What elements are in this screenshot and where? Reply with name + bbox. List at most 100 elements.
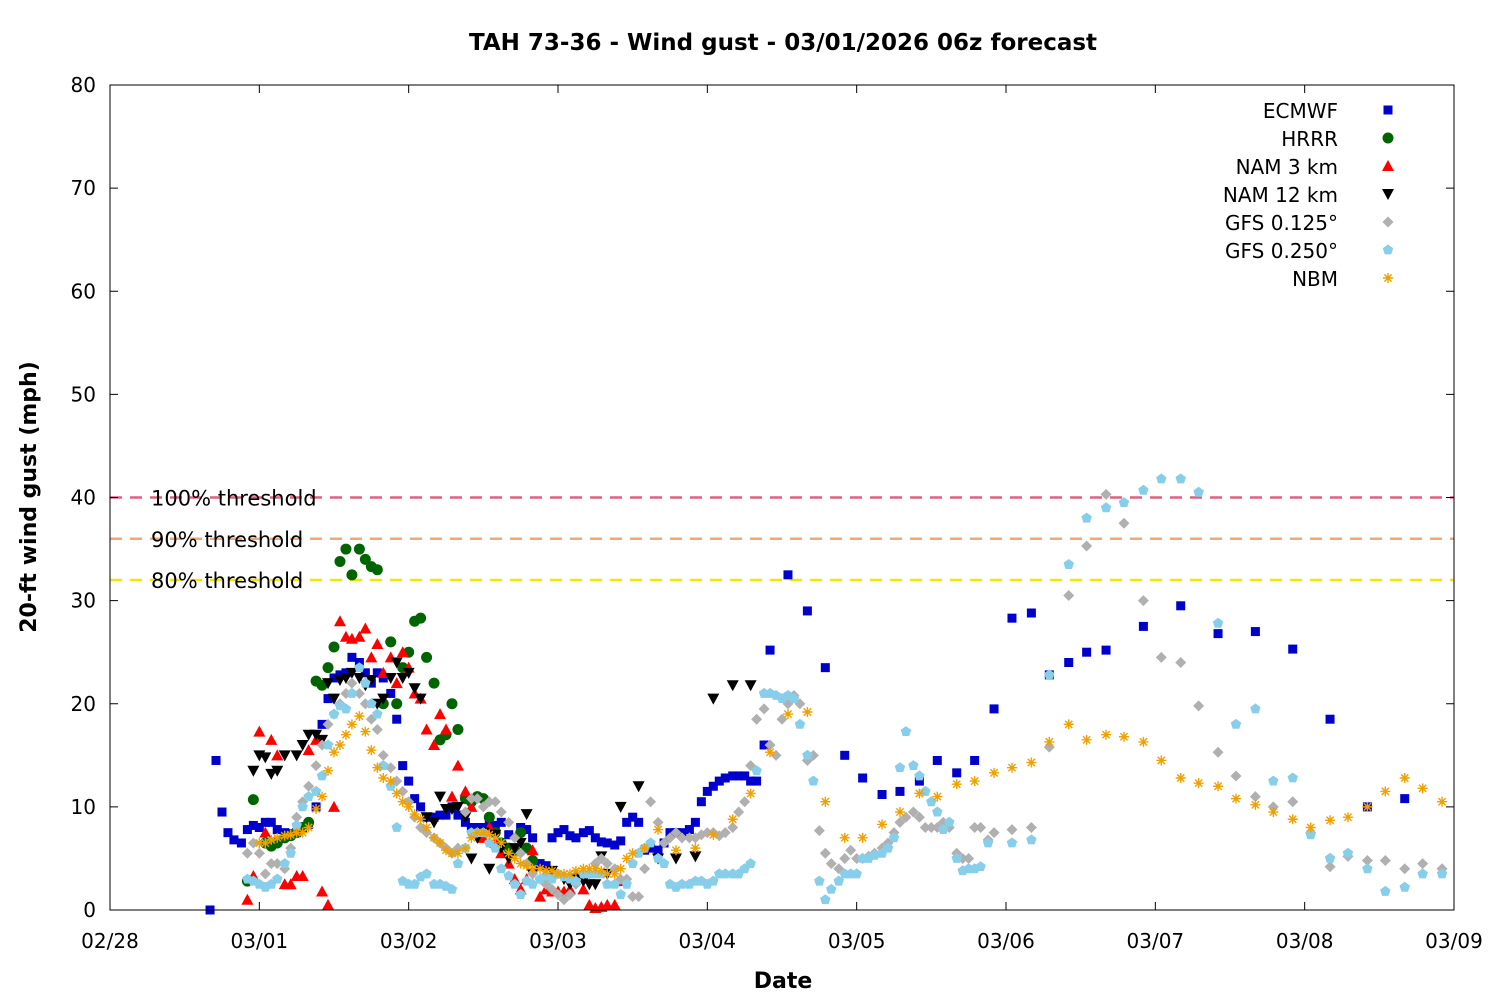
data-point bbox=[322, 739, 334, 750]
data-point bbox=[329, 673, 339, 683]
data-point bbox=[639, 843, 650, 854]
data-point bbox=[354, 662, 365, 673]
data-point bbox=[372, 762, 383, 773]
data-point bbox=[645, 796, 657, 808]
data-point bbox=[708, 829, 719, 840]
data-point bbox=[535, 859, 545, 869]
data-point bbox=[1025, 822, 1037, 833]
data-point bbox=[440, 723, 452, 735]
data-point bbox=[745, 858, 756, 868]
data-point bbox=[684, 825, 694, 835]
data-point bbox=[564, 868, 575, 879]
data-point bbox=[553, 868, 563, 879]
data-point bbox=[345, 667, 358, 679]
x-axis-label: Date bbox=[754, 969, 813, 994]
data-point bbox=[908, 760, 919, 771]
data-point bbox=[951, 779, 962, 790]
data-point bbox=[459, 812, 472, 824]
data-point bbox=[410, 794, 420, 804]
data-point bbox=[1230, 718, 1242, 729]
data-point bbox=[316, 885, 329, 897]
data-point bbox=[478, 827, 489, 838]
data-point bbox=[340, 543, 352, 555]
data-point bbox=[759, 740, 769, 750]
data-point bbox=[414, 693, 427, 705]
data-point bbox=[578, 863, 589, 874]
data-point bbox=[1268, 807, 1279, 818]
data-point bbox=[895, 786, 905, 796]
data-point bbox=[690, 843, 701, 854]
data-point bbox=[584, 863, 595, 874]
data-point bbox=[570, 875, 582, 886]
data-point bbox=[1400, 794, 1410, 804]
data-point bbox=[658, 858, 670, 868]
data-point bbox=[1213, 629, 1223, 639]
data-point bbox=[708, 781, 718, 791]
data-point bbox=[391, 698, 403, 710]
data-point bbox=[303, 791, 314, 801]
data-point bbox=[802, 749, 813, 760]
data-point bbox=[504, 830, 514, 840]
data-point bbox=[266, 817, 276, 827]
data-point bbox=[988, 827, 1000, 839]
data-point bbox=[328, 800, 340, 812]
data-point bbox=[857, 832, 868, 843]
data-point bbox=[1026, 834, 1037, 845]
data-point bbox=[932, 755, 942, 765]
data-point bbox=[851, 868, 862, 879]
data-point bbox=[627, 891, 639, 903]
data-point bbox=[1064, 658, 1074, 667]
data-point bbox=[266, 834, 277, 845]
data-point bbox=[385, 776, 396, 787]
data-point bbox=[1007, 613, 1017, 623]
data-point bbox=[596, 865, 607, 876]
data-point bbox=[975, 822, 987, 833]
data-point bbox=[265, 768, 278, 780]
data-point bbox=[558, 894, 570, 906]
legend-marker bbox=[1382, 216, 1394, 228]
data-point bbox=[253, 847, 265, 859]
data-point bbox=[989, 767, 1000, 778]
data-point bbox=[445, 790, 458, 802]
data-point bbox=[520, 809, 533, 821]
data-point bbox=[528, 833, 538, 843]
data-point bbox=[466, 832, 477, 843]
data-point bbox=[303, 822, 314, 833]
data-point bbox=[820, 796, 831, 807]
data-point bbox=[515, 889, 526, 899]
data-point bbox=[894, 762, 906, 773]
data-point bbox=[1175, 473, 1186, 484]
data-point bbox=[403, 801, 414, 812]
legend-label: NBM bbox=[1292, 267, 1338, 291]
data-point bbox=[378, 673, 388, 683]
data-point bbox=[340, 729, 351, 740]
data-point bbox=[503, 870, 514, 881]
data-point bbox=[495, 806, 507, 818]
data-point bbox=[744, 680, 757, 692]
data-point bbox=[1118, 731, 1129, 742]
data-point bbox=[534, 890, 547, 902]
data-point bbox=[932, 806, 943, 817]
y-tick-label: 40 bbox=[71, 486, 96, 510]
data-point bbox=[578, 828, 588, 838]
data-point bbox=[302, 744, 315, 756]
y-tick-label: 0 bbox=[83, 898, 96, 922]
data-point bbox=[484, 829, 495, 840]
data-point bbox=[602, 878, 613, 889]
data-point bbox=[398, 761, 408, 771]
data-point bbox=[564, 889, 576, 901]
data-point bbox=[415, 814, 426, 825]
data-point bbox=[894, 807, 905, 818]
legend-label: NAM 3 km bbox=[1236, 155, 1338, 179]
data-point bbox=[366, 698, 377, 709]
data-point bbox=[1101, 645, 1111, 655]
data-point bbox=[409, 809, 420, 820]
data-point bbox=[347, 652, 357, 662]
data-point bbox=[658, 837, 670, 849]
x-tick-label: 03/07 bbox=[1127, 929, 1185, 953]
data-point bbox=[584, 826, 594, 836]
data-point bbox=[1399, 863, 1411, 875]
data-point bbox=[271, 858, 283, 870]
legend-marker bbox=[1383, 105, 1393, 115]
data-point bbox=[420, 723, 433, 735]
